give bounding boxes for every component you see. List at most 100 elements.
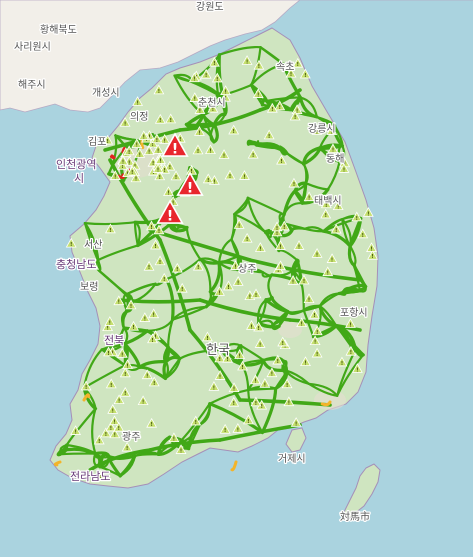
- warning-triangle-icon[interactable]: [132, 96, 144, 106]
- warning-triangle-icon[interactable]: [252, 88, 264, 98]
- warning-triangle-icon[interactable]: [113, 295, 125, 306]
- warning-triangle-icon[interactable]: [100, 427, 112, 438]
- warning-triangle-icon[interactable]: [207, 102, 219, 113]
- warning-triangle-icon[interactable]: [192, 260, 204, 271]
- warning-triangle-icon[interactable]: [250, 396, 262, 407]
- warning-triangle-icon[interactable]: [287, 274, 299, 285]
- warning-triangle-icon[interactable]: [250, 288, 262, 299]
- warning-triangle-icon[interactable]: [155, 154, 166, 164]
- warning-triangle-icon[interactable]: [289, 110, 301, 121]
- warning-triangle-icon[interactable]: [214, 352, 226, 363]
- warning-triangle-icon[interactable]: [192, 144, 204, 155]
- warning-triangle-icon[interactable]: [122, 359, 133, 369]
- warning-triangle-icon[interactable]: [277, 336, 289, 347]
- warning-triangle-icon[interactable]: [228, 396, 240, 407]
- warning-triangle-icon[interactable]: [164, 160, 176, 171]
- warning-triangle-icon[interactable]: [309, 308, 320, 319]
- warning-triangle-icon[interactable]: [125, 299, 137, 310]
- warning-triangle-icon[interactable]: [311, 325, 323, 336]
- warning-triangle-icon[interactable]: [188, 72, 200, 83]
- warning-triangle-icon[interactable]: [222, 352, 233, 363]
- warning-triangle-icon[interactable]: [311, 248, 323, 258]
- warning-triangle-icon[interactable]: [266, 102, 278, 113]
- warning-triangle-icon[interactable]: [320, 208, 332, 219]
- warning-triangle-icon[interactable]: [102, 134, 114, 145]
- warning-triangle-icon[interactable]: [253, 59, 265, 70]
- warning-triangle-icon[interactable]: [338, 163, 350, 173]
- warning-triangle-icon[interactable]: [117, 155, 129, 166]
- warning-triangle-icon[interactable]: [220, 91, 231, 102]
- warning-triangle-icon[interactable]: [263, 129, 275, 140]
- warning-triangle-icon[interactable]: [165, 113, 177, 124]
- warning-triangle-icon[interactable]: [246, 320, 257, 330]
- warning-triangle-icon[interactable]: [170, 170, 182, 181]
- warning-triangle-icon[interactable]: [119, 386, 131, 397]
- warning-triangle-icon[interactable]: [123, 145, 135, 156]
- incident-triangle-icon[interactable]: [161, 132, 189, 157]
- warning-triangle-icon[interactable]: [218, 149, 230, 159]
- warning-triangle-icon[interactable]: [303, 293, 315, 303]
- warning-triangle-icon[interactable]: [119, 116, 131, 127]
- warning-triangle-icon[interactable]: [70, 425, 82, 435]
- warning-triangle-icon[interactable]: [150, 239, 162, 250]
- warning-triangle-icon[interactable]: [175, 444, 187, 454]
- warning-triangle-icon[interactable]: [211, 72, 223, 83]
- warning-triangle-icon[interactable]: [107, 404, 119, 414]
- warning-triangle-icon[interactable]: [139, 312, 151, 322]
- warning-triangle-icon[interactable]: [126, 165, 138, 176]
- warning-triangle-icon[interactable]: [88, 259, 100, 270]
- warning-triangle-icon[interactable]: [243, 414, 254, 425]
- warning-triangle-icon[interactable]: [322, 266, 334, 277]
- warning-triangle-icon[interactable]: [220, 85, 232, 95]
- warning-triangle-icon[interactable]: [109, 428, 121, 439]
- warning-triangle-icon[interactable]: [271, 226, 283, 237]
- warning-triangle-icon[interactable]: [232, 422, 244, 433]
- warning-triangle-icon[interactable]: [141, 369, 153, 380]
- warning-triangle-icon[interactable]: [116, 347, 128, 358]
- warning-triangle-icon[interactable]: [131, 138, 143, 149]
- warning-triangle-icon[interactable]: [326, 253, 338, 263]
- warning-triangle-icon[interactable]: [224, 169, 236, 180]
- warning-triangle-icon[interactable]: [293, 240, 305, 250]
- warning-triangle-icon[interactable]: [219, 423, 231, 434]
- warning-triangle-icon[interactable]: [205, 144, 216, 155]
- warning-triangle-icon[interactable]: [130, 172, 142, 183]
- warning-triangle-icon[interactable]: [299, 68, 311, 79]
- warning-triangle-icon[interactable]: [103, 346, 114, 357]
- warning-triangle-icon[interactable]: [234, 349, 246, 359]
- warning-triangle-icon[interactable]: [194, 126, 205, 136]
- warning-triangle-icon[interactable]: [276, 154, 287, 165]
- warning-triangle-icon[interactable]: [274, 100, 286, 111]
- warning-triangle-icon[interactable]: [163, 186, 174, 196]
- warning-triangle-icon[interactable]: [345, 318, 356, 328]
- warning-triangle-icon[interactable]: [152, 144, 164, 154]
- warning-triangle-icon[interactable]: [134, 148, 146, 158]
- warning-triangle-icon[interactable]: [154, 255, 166, 266]
- warning-triangle-icon[interactable]: [275, 240, 286, 250]
- warning-triangle-icon[interactable]: [228, 382, 240, 393]
- warning-triangle-icon[interactable]: [281, 378, 293, 389]
- warning-triangle-icon[interactable]: [109, 415, 120, 426]
- warning-triangle-icon[interactable]: [223, 280, 234, 291]
- incident-triangle-icon[interactable]: [156, 199, 184, 224]
- warning-triangle-icon[interactable]: [232, 276, 244, 286]
- warning-triangle-icon[interactable]: [214, 370, 226, 380]
- warning-triangle-icon[interactable]: [320, 198, 332, 209]
- warning-triangle-icon[interactable]: [148, 376, 160, 387]
- warning-triangle-icon[interactable]: [303, 191, 315, 202]
- warning-triangle-icon[interactable]: [259, 377, 271, 388]
- warning-triangle-icon[interactable]: [202, 173, 214, 184]
- warning-triangle-icon[interactable]: [171, 262, 183, 273]
- warning-triangle-icon[interactable]: [292, 57, 304, 68]
- warning-triangle-icon[interactable]: [239, 170, 250, 180]
- warning-triangle-icon[interactable]: [146, 220, 157, 231]
- warning-triangle-icon[interactable]: [233, 219, 245, 229]
- warning-triangle-icon[interactable]: [200, 68, 212, 79]
- warning-triangle-icon[interactable]: [102, 321, 114, 332]
- warning-triangle-icon[interactable]: [327, 143, 339, 154]
- warning-triangle-icon[interactable]: [336, 356, 348, 367]
- warning-triangle-icon[interactable]: [214, 286, 225, 296]
- warning-triangle-icon[interactable]: [104, 316, 116, 326]
- warning-triangle-icon[interactable]: [351, 363, 363, 373]
